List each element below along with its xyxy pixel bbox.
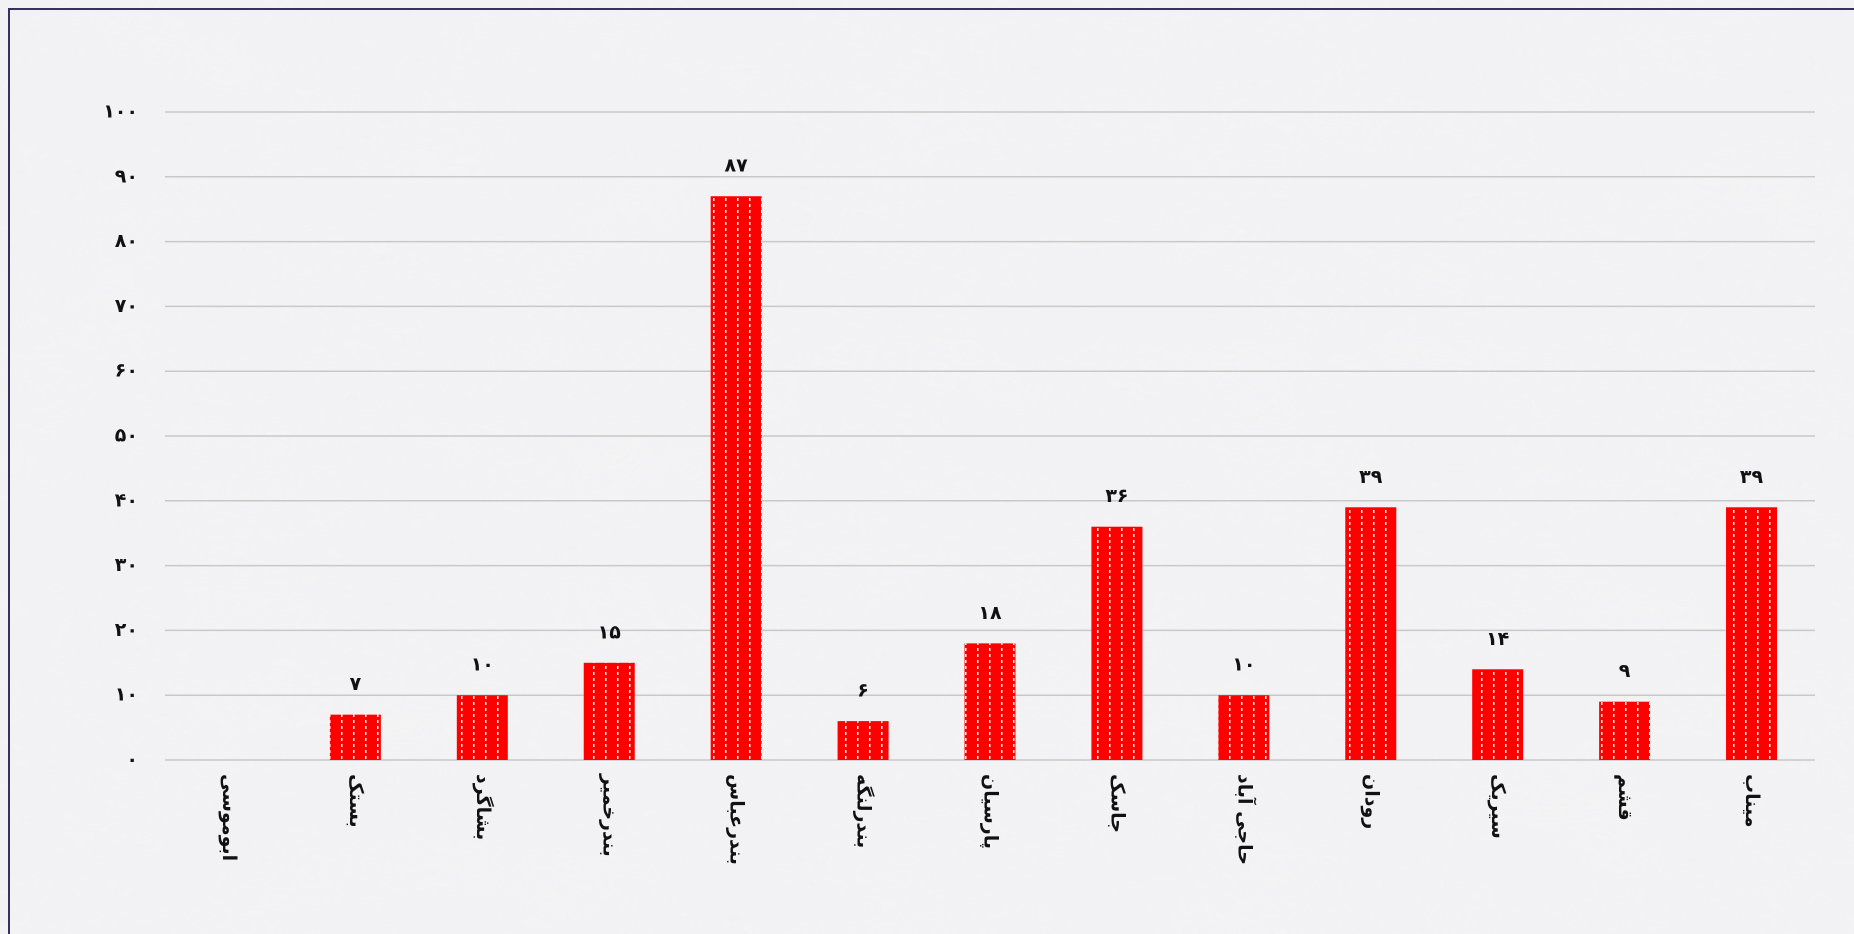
data-label: ۱۴	[1486, 628, 1509, 650]
bar	[710, 196, 762, 761]
y-tick-label: ۱۰	[115, 684, 138, 706]
bar	[1726, 507, 1778, 760]
x-tick-label: قشم	[1614, 774, 1636, 821]
data-label: ۱۵	[598, 621, 622, 643]
x-tick-label: میناب	[1741, 774, 1763, 828]
bar	[1218, 695, 1270, 760]
y-tick-label: ۹۰	[115, 165, 138, 187]
x-tick-label: پارسیان	[980, 774, 1002, 849]
data-label: ۳۹	[1359, 466, 1383, 488]
x-tick-label: بندرخمیر	[599, 773, 621, 857]
x-tick-label: حاجی آباد	[1233, 774, 1257, 865]
y-tick-label: ۶۰	[115, 360, 138, 382]
x-tick-label: رودان	[1360, 774, 1382, 829]
bar	[456, 695, 508, 760]
data-label: ۱۰	[471, 654, 494, 676]
bar	[1091, 526, 1143, 760]
y-tick-label: ۷۰	[115, 295, 138, 317]
x-tick-label: بشاگرد	[472, 774, 495, 840]
x-tick-label: بستک	[345, 774, 367, 828]
y-tick-label: ۱۰۰	[103, 101, 138, 123]
bar	[1345, 507, 1397, 760]
data-label: ۸۷	[725, 155, 749, 177]
data-label: ۷	[350, 673, 362, 695]
bar	[329, 714, 381, 760]
data-label: ۳۹	[1740, 466, 1764, 488]
bar	[583, 662, 635, 760]
bar	[837, 721, 889, 760]
data-label: ۳۶	[1105, 485, 1128, 507]
x-tick-label: بندرعباس	[726, 774, 748, 865]
bar	[964, 643, 1016, 760]
y-tick-label: ۴۰	[115, 489, 138, 511]
data-label: ۱۰	[1232, 654, 1255, 676]
y-tick-label: ۸۰	[115, 230, 138, 252]
y-tick-label: ۲۰	[115, 619, 138, 641]
y-tick-label: ۳۰	[115, 554, 138, 576]
data-label: ۱۸	[978, 602, 1002, 624]
x-tick-label: جاسک	[1106, 774, 1128, 833]
x-tick-label: ابوموسی	[218, 774, 240, 861]
y-tick-label: ۰	[126, 749, 138, 771]
y-tick-label: ۵۰	[115, 425, 138, 447]
bar	[1472, 669, 1524, 760]
bar	[1599, 701, 1651, 760]
frame	[8, 8, 1854, 934]
x-tick-label: سیریک	[1487, 774, 1509, 839]
data-label: ۶	[857, 680, 869, 702]
x-tick-label: بندرلنگه	[853, 774, 876, 848]
data-label: ۹	[1619, 660, 1631, 682]
